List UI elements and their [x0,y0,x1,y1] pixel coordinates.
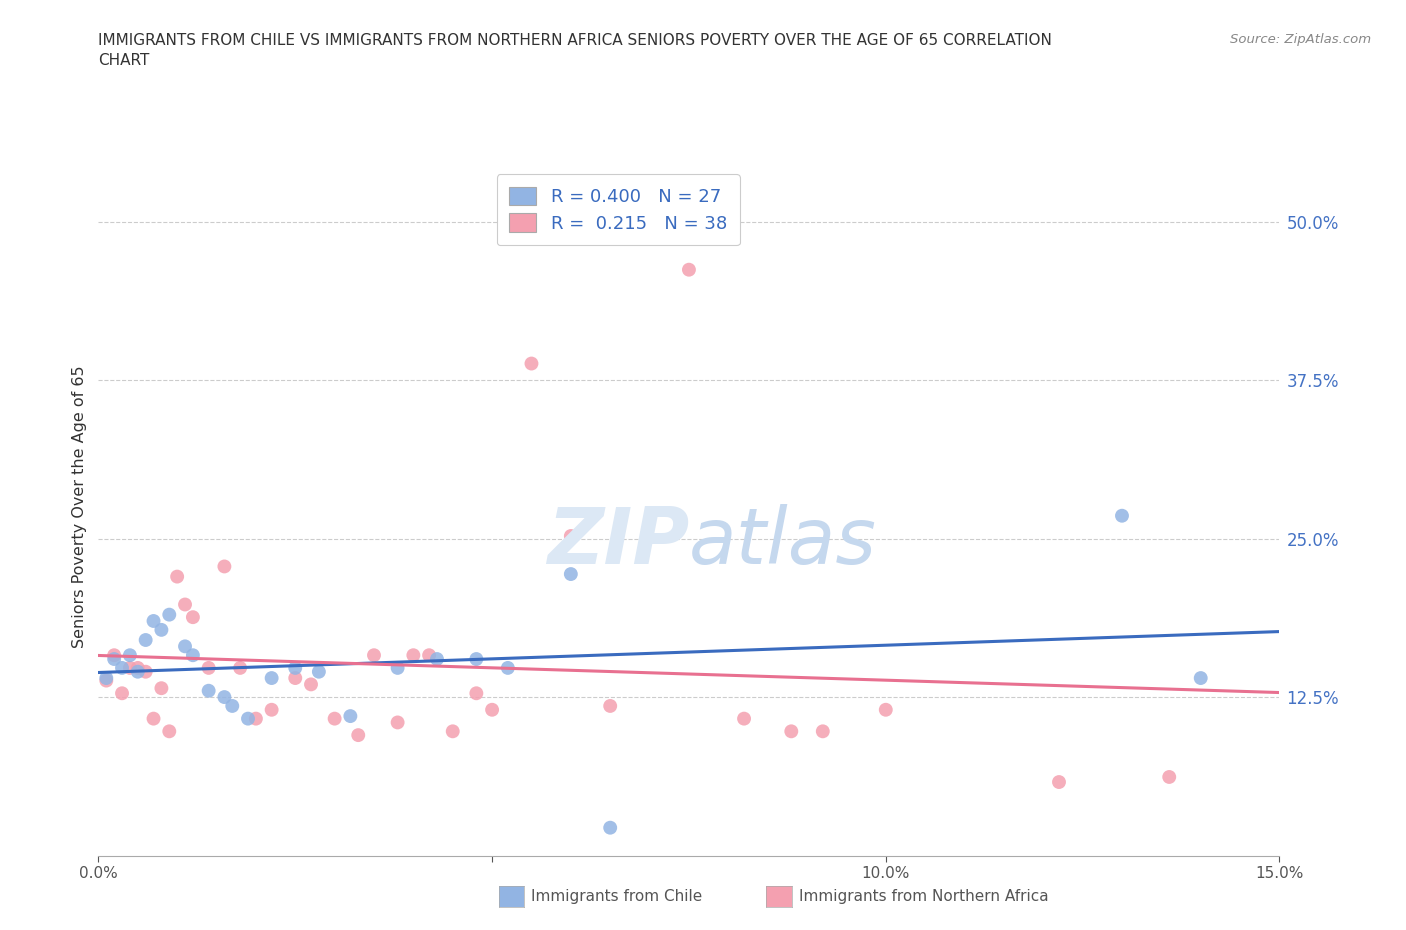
Point [127,664,149,679]
Point [214,559,236,574]
Point [135,632,157,647]
Point [520,356,543,371]
Point [135,664,157,679]
Point [1047,775,1070,790]
Legend: R = 0.400   N = 27, R =  0.215   N = 38: R = 0.400 N = 27, R = 0.215 N = 38 [496,174,740,246]
Point [174,639,197,654]
Text: CHART: CHART [98,53,150,68]
Point [127,660,149,675]
Point [560,528,582,543]
Point [481,702,503,717]
Point [260,671,283,685]
Point [1111,509,1133,524]
Point [811,724,834,738]
Point [1159,769,1181,784]
Point [214,690,236,705]
Point [260,702,283,717]
Point [418,648,440,663]
Point [284,660,307,675]
Point [142,711,165,726]
Point [197,660,219,675]
Point [236,711,259,726]
Text: atlas: atlas [689,504,877,579]
Point [284,671,307,685]
Point [875,702,897,717]
Point [96,673,118,688]
Text: Immigrants from Chile: Immigrants from Chile [531,889,703,904]
Point [780,724,803,738]
Point [96,671,118,685]
Point [118,660,141,675]
Point [323,711,346,726]
Point [678,262,700,277]
Point [560,566,582,581]
Point [599,820,621,835]
Point [387,660,409,675]
Point [599,698,621,713]
Point [111,660,134,675]
Point [245,711,267,726]
Point [363,648,385,663]
Point [111,685,134,700]
Point [150,681,173,696]
Point [221,698,243,713]
Y-axis label: Seniors Poverty Over the Age of 65: Seniors Poverty Over the Age of 65 [72,365,87,648]
Point [103,648,125,663]
Point [496,660,519,675]
Point [426,652,449,667]
Point [308,664,330,679]
Point [166,569,188,584]
Point [181,648,204,663]
Text: Immigrants from Northern Africa: Immigrants from Northern Africa [799,889,1049,904]
Point [733,711,755,726]
Point [150,622,173,637]
Point [1189,671,1212,685]
Point [157,607,180,622]
Point [465,652,488,667]
Point [402,648,425,663]
Point [299,677,322,692]
Text: ZIP: ZIP [547,504,689,579]
Point [441,724,464,738]
Point [387,715,409,730]
Point [465,685,488,700]
Point [174,597,197,612]
Point [197,684,219,698]
Point [118,648,141,663]
Point [142,614,165,629]
Point [347,727,370,742]
Text: Source: ZipAtlas.com: Source: ZipAtlas.com [1230,33,1371,46]
Point [157,724,180,738]
Point [229,660,252,675]
Point [103,652,125,667]
Text: IMMIGRANTS FROM CHILE VS IMMIGRANTS FROM NORTHERN AFRICA SENIORS POVERTY OVER TH: IMMIGRANTS FROM CHILE VS IMMIGRANTS FROM… [98,33,1052,47]
Point [181,610,204,625]
Point [339,709,361,724]
